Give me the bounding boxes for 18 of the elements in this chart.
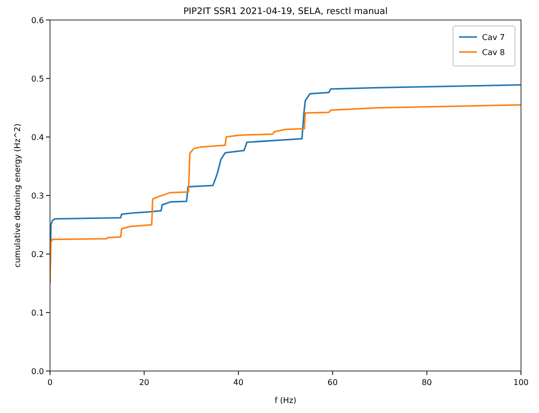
x-tick-label: 0 (47, 378, 53, 387)
legend-label: Cav 7 (482, 33, 505, 42)
x-tick-label: 100 (513, 378, 529, 387)
y-tick-label: 0.2 (31, 250, 44, 259)
chart-title: PIP2IT SSR1 2021-04-19, SELA, resctl manual (183, 7, 388, 17)
x-tick-label: 20 (139, 378, 150, 387)
y-axis-title: cumulative detuning energy (Hz^2) (13, 124, 22, 268)
y-tick-label: 0.0 (31, 367, 44, 376)
y-tick-label: 0.5 (31, 74, 44, 84)
legend-label: Cav 8 (482, 48, 505, 57)
y-tick-label: 0.4 (31, 133, 44, 142)
y-tick-label: 0.1 (31, 308, 44, 318)
y-tick-label: 0.3 (31, 192, 44, 200)
x-tick-label: 60 (328, 378, 338, 387)
x-tick-label: 80 (422, 378, 432, 387)
x-axis-title: f (Hz) (274, 396, 296, 405)
y-tick-label: 0.6 (31, 16, 44, 25)
x-tick-label: 40 (233, 378, 244, 387)
